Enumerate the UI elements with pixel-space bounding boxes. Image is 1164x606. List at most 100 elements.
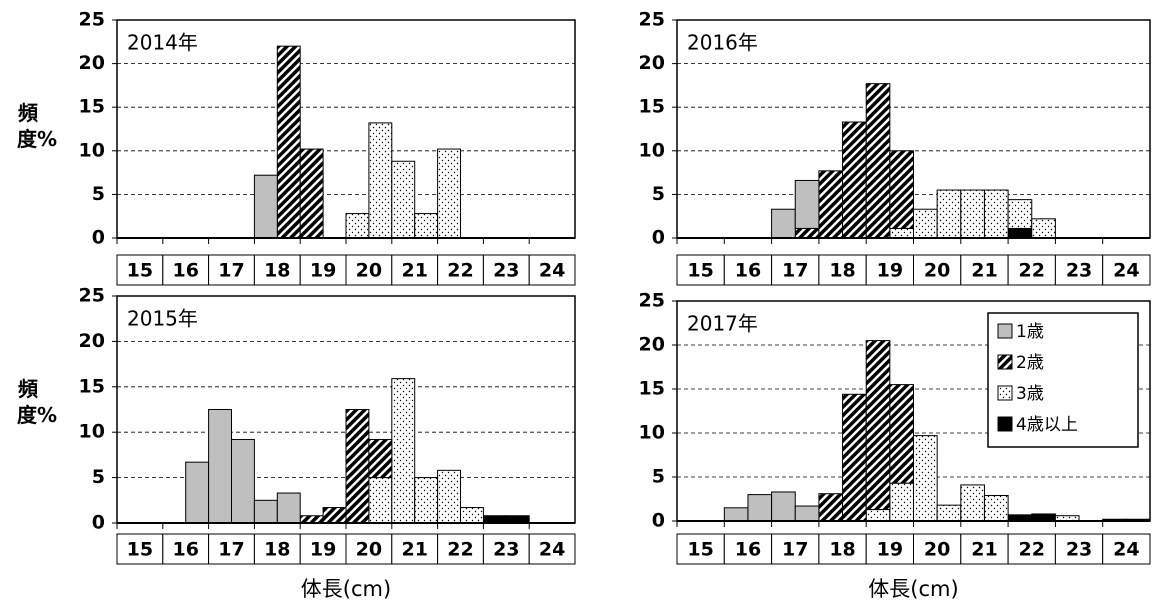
x-label-box — [913, 254, 962, 286]
legend-swatch — [997, 323, 1013, 339]
x-tick-label: 17 — [782, 539, 808, 561]
x-label-box — [299, 533, 347, 565]
legend-swatch — [997, 416, 1013, 432]
bar — [276, 492, 301, 524]
bar — [889, 384, 914, 484]
bar — [276, 45, 301, 239]
x-tick-label: 18 — [829, 539, 855, 561]
x-label-box — [1007, 254, 1056, 286]
y-tick-label: 10 — [79, 139, 105, 161]
x-tick-label: 21 — [401, 260, 427, 282]
x-tick-label: 17 — [782, 260, 808, 282]
y-tick-label: 0 — [92, 512, 105, 534]
panel-title: 2017年 — [687, 312, 758, 336]
x-tick-label: 15 — [687, 539, 713, 561]
bar — [391, 378, 416, 524]
y-tick-label: 25 — [79, 285, 105, 307]
x-label-box — [1054, 533, 1104, 565]
bar — [345, 409, 370, 524]
x-tick-label: 24 — [539, 539, 565, 561]
x-label-box — [723, 254, 773, 286]
panel-title: 2016年 — [687, 31, 758, 55]
x-label-box — [253, 254, 301, 286]
y-tick-label: 0 — [652, 510, 665, 532]
x-label-box — [723, 533, 773, 565]
x-tick-label: 24 — [1113, 260, 1139, 282]
x-tick-label: 16 — [172, 260, 198, 282]
bar — [889, 227, 914, 239]
x-tick-label: 17 — [218, 539, 244, 561]
bar — [437, 148, 462, 239]
bar — [960, 189, 985, 239]
x-tick-label: 20 — [356, 260, 382, 282]
y-tick-label: 15 — [639, 378, 665, 400]
x-label-box — [208, 254, 255, 286]
bar — [482, 515, 507, 524]
x-label-box — [960, 533, 1009, 565]
x-axis-label: 体長(cm) — [868, 577, 958, 601]
bar — [794, 179, 820, 229]
bar — [322, 507, 347, 524]
bar — [865, 509, 891, 522]
legend-label: 3歳 — [1016, 384, 1044, 404]
bar — [936, 189, 962, 239]
y-axis-label: 頻度% — [17, 377, 58, 427]
x-tick-label: 22 — [447, 539, 473, 561]
bar — [1031, 513, 1056, 522]
bar — [345, 213, 370, 239]
bar — [960, 484, 985, 522]
bar — [1007, 227, 1033, 239]
bar — [794, 505, 820, 522]
bar — [1031, 218, 1056, 239]
x-tick-label: 24 — [539, 260, 565, 282]
bar — [818, 170, 844, 239]
y-tick-label: 5 — [652, 466, 665, 488]
bar — [794, 227, 820, 239]
x-tick-label: 18 — [829, 260, 855, 282]
x-tick-label: 21 — [971, 539, 997, 561]
x-tick-label: 23 — [1066, 539, 1092, 561]
bar — [747, 494, 773, 522]
bar — [185, 461, 210, 524]
bar — [771, 208, 796, 239]
legend-swatch — [997, 385, 1013, 401]
bar — [936, 504, 962, 522]
x-tick-label: 16 — [172, 539, 198, 561]
bar — [865, 83, 891, 239]
bar — [723, 507, 749, 522]
x-label-box — [208, 533, 255, 565]
bar — [368, 438, 393, 479]
x-tick-label: 17 — [218, 260, 244, 282]
x-label-box — [865, 254, 915, 286]
y-tick-label: 0 — [92, 227, 105, 249]
x-tick-label: 15 — [127, 260, 153, 282]
x-label-box — [865, 533, 915, 565]
y-tick-label: 20 — [639, 52, 665, 74]
x-label-box — [528, 533, 576, 565]
bar — [889, 482, 914, 522]
x-tick-label: 21 — [401, 539, 427, 561]
x-label-box — [1102, 254, 1151, 286]
x-tick-label: 24 — [1113, 539, 1139, 561]
x-label-box — [116, 533, 164, 565]
x-tick-label: 15 — [127, 539, 153, 561]
x-tick-label: 20 — [924, 539, 950, 561]
x-label-box — [913, 533, 962, 565]
legend-label: 4歳以上 — [1016, 415, 1078, 435]
x-tick-label: 19 — [877, 260, 903, 282]
x-tick-label: 23 — [493, 539, 519, 561]
legend-swatch — [997, 354, 1013, 370]
x-label-box — [437, 533, 484, 565]
y-tick-label: 25 — [639, 290, 665, 312]
bar — [889, 150, 914, 229]
x-axis-label: 体長(cm) — [301, 577, 391, 601]
y-tick-label: 0 — [652, 227, 665, 249]
bar — [842, 393, 867, 522]
x-label-box — [299, 254, 347, 286]
bar — [913, 208, 938, 239]
y-tick-label: 10 — [639, 139, 665, 161]
y-tick-label: 10 — [79, 421, 105, 443]
bar — [414, 477, 439, 524]
x-label-box — [391, 533, 439, 565]
y-tick-label: 5 — [92, 466, 105, 488]
